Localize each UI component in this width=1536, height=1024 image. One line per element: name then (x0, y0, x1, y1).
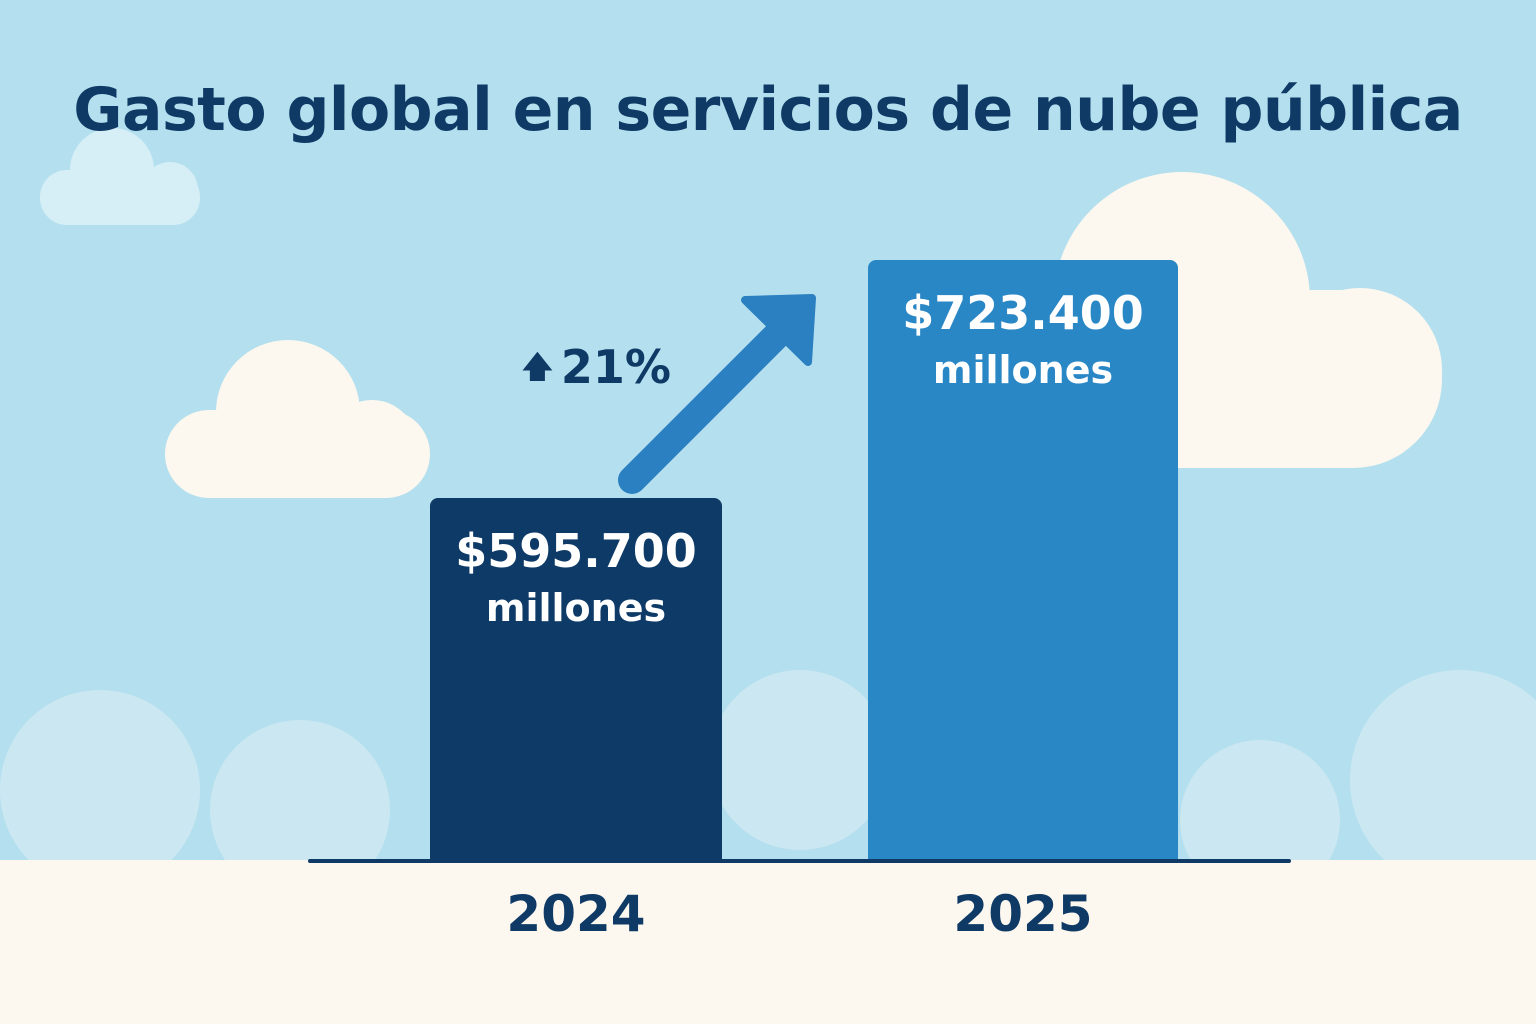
x-tick-label-2024: 2024 (506, 885, 646, 943)
chart-title: Gasto global en servicios de nube públic… (73, 75, 1463, 145)
growth-arrowhead-icon (741, 294, 816, 366)
growth-arrow-icon (618, 318, 794, 494)
bar-2024: $595.700 millones (430, 497, 722, 861)
bar-2025: $723.400 millones (868, 259, 1178, 861)
data-label-unit: millones (485, 585, 667, 630)
growth-value: 21% (560, 340, 671, 394)
data-label-value: $595.700 (455, 523, 697, 578)
arrow-up-icon: 🡅 (522, 350, 553, 385)
data-label-value: $723.400 (902, 285, 1144, 340)
ground (0, 860, 1536, 1024)
x-axis-line (308, 859, 1291, 863)
x-tick-label-2025: 2025 (953, 885, 1093, 943)
cloud-icon (40, 128, 200, 225)
cloud-icon (165, 340, 430, 498)
growth-annotation: 🡅 21% (522, 340, 671, 396)
data-label-unit: millones (932, 347, 1114, 392)
